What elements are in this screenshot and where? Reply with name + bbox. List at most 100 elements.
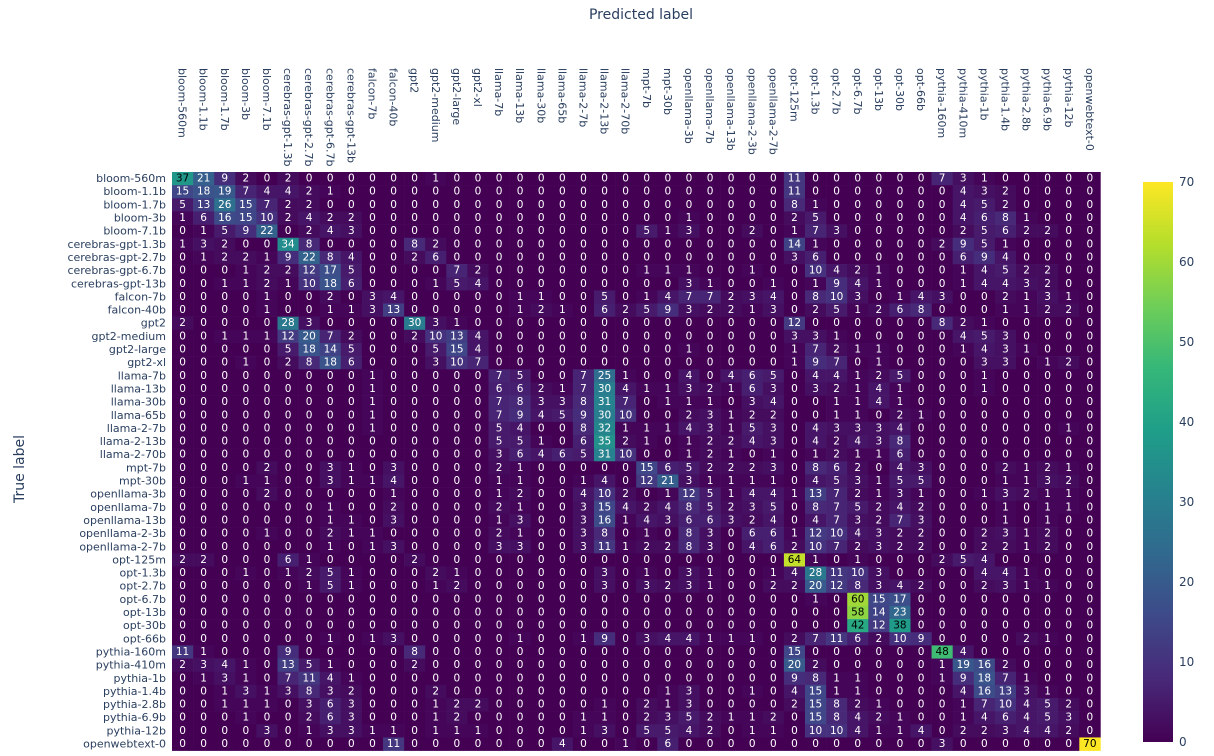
heatmap-cell-value: 0 — [390, 554, 397, 566]
heatmap-cell — [235, 540, 257, 554]
heatmap-cell-value: 8 — [791, 199, 798, 211]
heatmap-cell — [1058, 264, 1080, 278]
heatmap-cell-value: 3 — [264, 725, 271, 737]
heatmap-cell-value: 6 — [812, 251, 819, 263]
heatmap-cell-value: 0 — [264, 409, 271, 421]
heatmap-cell-value: 0 — [285, 620, 292, 632]
heatmap-cell-value: 0 — [749, 593, 756, 605]
heatmap-cell-value: 30 — [598, 383, 611, 395]
heatmap-cell-value: 10 — [260, 212, 273, 224]
heatmap-cell — [235, 553, 257, 567]
heatmap-cell-value: 0 — [791, 620, 798, 632]
heatmap-cell-value: 0 — [306, 396, 313, 408]
heatmap-cell — [805, 369, 827, 383]
heatmap-cell — [446, 395, 468, 409]
heatmap-cell — [509, 237, 531, 252]
heatmap-cell — [425, 369, 447, 383]
heatmap-cell-value: 19 — [957, 659, 970, 671]
heatmap-cell-value: 0 — [643, 251, 650, 263]
heatmap-cell-value: 0 — [833, 659, 840, 671]
heatmap-cell-value: 0 — [285, 712, 292, 724]
x-tick-label: pythia-410m — [956, 68, 969, 138]
heatmap-cell-value: 1 — [1023, 344, 1030, 356]
heatmap-cell — [361, 513, 384, 528]
heatmap-cell — [214, 474, 236, 488]
heatmap-cell — [509, 211, 531, 225]
heatmap-cell — [193, 172, 215, 186]
heatmap-cell-value: 0 — [770, 357, 777, 369]
heatmap-cell-value: 0 — [1044, 370, 1051, 382]
heatmap-cell-value: 10 — [302, 278, 315, 290]
heatmap-cell-value: 0 — [496, 580, 503, 592]
heatmap-cell-value: 0 — [369, 607, 376, 619]
heatmap-cell — [952, 500, 975, 515]
heatmap-cell — [425, 487, 447, 502]
heatmap-cell-value: 0 — [432, 528, 439, 540]
heatmap-cell — [657, 356, 679, 370]
heatmap-cell — [699, 658, 721, 672]
heatmap-cell-value: 0 — [432, 370, 439, 382]
heatmap-cell-value: 0 — [1002, 422, 1009, 434]
heatmap-cell — [214, 540, 236, 554]
heatmap-cell — [256, 356, 278, 370]
heatmap-cell-value: 0 — [812, 738, 819, 750]
heatmap-cell — [172, 448, 194, 462]
heatmap-cell — [467, 264, 489, 278]
heatmap-cell-value: 0 — [390, 646, 397, 658]
heatmap-cell — [826, 553, 848, 567]
heatmap-cell — [319, 290, 342, 304]
heatmap-cell — [889, 369, 911, 383]
heatmap-cell-value: 3 — [876, 541, 883, 553]
heatmap-cell — [615, 553, 637, 567]
heatmap-cell-value: 11 — [788, 186, 801, 198]
heatmap-cell-value: 0 — [475, 251, 482, 263]
heatmap-cell-value: 31 — [598, 449, 611, 461]
heatmap-cell — [1079, 711, 1101, 725]
heatmap-cell — [193, 474, 215, 488]
heatmap-cell — [931, 724, 953, 738]
heatmap-cell — [446, 250, 468, 265]
heatmap-cell-value: 2 — [960, 225, 967, 237]
heatmap-cell — [699, 619, 721, 633]
heatmap-cell-value: 0 — [390, 265, 397, 277]
heatmap-cell — [319, 737, 342, 751]
heatmap-cell — [847, 211, 869, 225]
heatmap-cell — [383, 698, 405, 712]
heatmap-cell-value: 8 — [327, 251, 334, 263]
heatmap-cell-value: 5 — [348, 344, 355, 356]
heatmap-cell-value: 0 — [306, 633, 313, 645]
heatmap-cell — [910, 277, 932, 291]
heatmap-cell — [868, 316, 890, 331]
heatmap-cell-value: 3 — [686, 580, 693, 592]
heatmap-cell — [193, 198, 215, 212]
heatmap-cell-value: 0 — [1065, 659, 1072, 671]
heatmap-cell-value: 0 — [285, 488, 292, 500]
heatmap-cell-value: 0 — [454, 238, 461, 250]
heatmap-cell-value: 0 — [390, 225, 397, 237]
heatmap-cell-value: 3 — [854, 422, 861, 434]
heatmap-cell-value: 0 — [1087, 567, 1094, 579]
heatmap-cell-value: 8 — [812, 501, 819, 513]
heatmap-cell-value: 0 — [1002, 554, 1009, 566]
heatmap-cell — [383, 408, 405, 423]
heatmap-cell — [594, 277, 616, 291]
heatmap-cell-value: 2 — [454, 699, 461, 711]
heatmap-cell — [594, 671, 616, 686]
heatmap-cell — [1058, 185, 1080, 199]
heatmap-cell — [172, 408, 194, 423]
heatmap-cell — [467, 698, 489, 712]
heatmap-cell — [1037, 448, 1059, 462]
heatmap-cell-value: 0 — [411, 541, 418, 553]
heatmap-cell-value: 0 — [369, 462, 376, 474]
heatmap-cell — [931, 619, 953, 633]
heatmap-cell — [720, 290, 742, 304]
heatmap-cell-value: 1 — [686, 344, 693, 356]
heatmap-cell — [572, 566, 595, 580]
heatmap-cell — [1016, 553, 1038, 567]
heatmap-cell — [783, 316, 806, 331]
heatmap-cell — [847, 605, 869, 620]
heatmap-cell-value: 1 — [833, 330, 840, 342]
heatmap-cell — [847, 724, 869, 738]
heatmap-cell-value: 0 — [939, 699, 946, 711]
heatmap-cell-value: 3 — [327, 475, 334, 487]
